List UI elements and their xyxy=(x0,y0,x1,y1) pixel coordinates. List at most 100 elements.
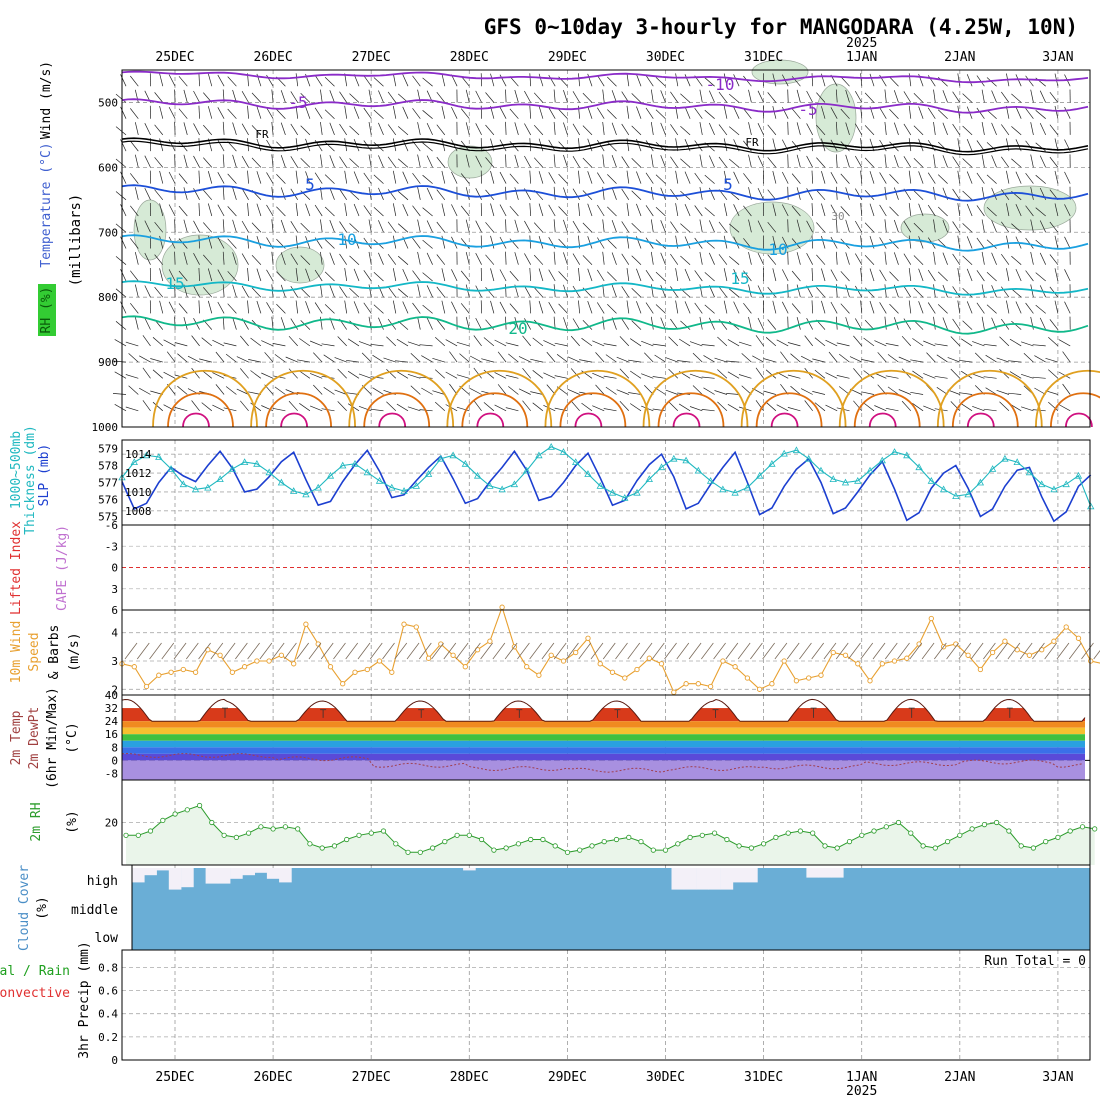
wind-barb xyxy=(991,220,997,233)
wind-barb xyxy=(864,319,875,330)
thickness-point xyxy=(1038,480,1046,488)
wind-barb xyxy=(154,157,164,168)
wind-barb xyxy=(999,336,1010,347)
thickness-point xyxy=(792,446,801,454)
wind-barb xyxy=(772,300,777,314)
wind-barb xyxy=(329,252,335,265)
wind-barb xyxy=(378,122,384,136)
slp-tick-label: 1008 xyxy=(125,505,152,518)
thickness-point xyxy=(1087,502,1095,510)
wind-barb xyxy=(582,157,593,168)
wind-barb xyxy=(587,268,593,282)
wind-barb xyxy=(217,236,225,249)
wind-barb xyxy=(1039,317,1047,330)
wind10m-barb xyxy=(333,642,346,660)
wind10m-point xyxy=(413,624,419,630)
wind-barb xyxy=(280,252,286,265)
wind-barb xyxy=(300,222,311,233)
wind-barb xyxy=(957,138,961,152)
wind-barb xyxy=(962,288,973,298)
wind-barb xyxy=(295,300,299,314)
wind-barb xyxy=(144,155,151,168)
wind-barb xyxy=(203,254,213,265)
wind-barb xyxy=(699,284,703,298)
wind-barb xyxy=(619,368,630,379)
wind-barb xyxy=(372,387,384,395)
wind-barb xyxy=(1025,75,1034,87)
wind-barb xyxy=(812,391,826,395)
wind-barb xyxy=(1048,401,1059,412)
wind-barb xyxy=(217,269,225,282)
wind-barb xyxy=(903,91,912,103)
wind-barb xyxy=(174,186,176,200)
temp-band xyxy=(122,740,1085,748)
wind-barb xyxy=(981,316,985,330)
wind-barb xyxy=(567,356,580,363)
wind10m-point xyxy=(401,621,407,627)
wind-barb xyxy=(926,352,936,363)
thickness-tick-label: 575 xyxy=(98,511,118,524)
wind-barb xyxy=(986,272,997,282)
thickness-point xyxy=(498,485,506,493)
wind10m-barb xyxy=(185,642,199,660)
wind-barb xyxy=(497,384,507,395)
thickness-point xyxy=(228,465,237,472)
wind-barb xyxy=(772,106,777,119)
contour-label: 15 xyxy=(730,269,749,288)
wind-barb xyxy=(650,251,654,265)
wind-barb xyxy=(1062,351,1071,363)
thickness-point xyxy=(339,461,347,469)
wind10m-point xyxy=(573,649,579,656)
wind-barb xyxy=(668,368,679,379)
wind-barb xyxy=(353,106,360,119)
wind10m-barb xyxy=(222,642,236,660)
wind-barb xyxy=(125,406,139,412)
wind-barb xyxy=(120,204,127,217)
wind-barb xyxy=(821,138,826,152)
temp-band xyxy=(122,760,1085,780)
wind-barb xyxy=(665,357,678,363)
wind-barb xyxy=(838,386,850,395)
wind-barb xyxy=(300,125,311,136)
wind-barb xyxy=(1039,90,1047,103)
wind-barb xyxy=(159,300,164,314)
thickness-tick-label: 579 xyxy=(98,443,118,456)
wind-barb xyxy=(981,89,985,103)
wind-barb xyxy=(966,74,973,87)
wind-barb xyxy=(1048,369,1059,379)
thickness-point xyxy=(240,458,249,465)
wind-barb xyxy=(529,267,532,282)
wind-barb xyxy=(300,287,311,298)
wind10m-point xyxy=(364,666,370,673)
wind-barb xyxy=(514,219,519,233)
wind-barb xyxy=(247,235,249,249)
wind-barb xyxy=(680,158,691,168)
wind10m-barb xyxy=(198,642,211,660)
wind10m-barb xyxy=(737,642,751,660)
high-cloud-gap xyxy=(181,868,194,888)
wind-barb xyxy=(241,91,249,103)
wind-barb xyxy=(811,73,814,87)
isotherm-low xyxy=(265,392,332,428)
wind-barb xyxy=(266,204,274,217)
wind-barb xyxy=(387,221,397,233)
wind-barb xyxy=(314,269,323,282)
wind10m-point xyxy=(732,664,738,670)
wind-barb xyxy=(748,284,752,298)
wind-barb xyxy=(893,219,899,233)
wind-barb xyxy=(854,155,863,168)
rh2m-point xyxy=(331,843,338,849)
wind-barb xyxy=(215,351,225,363)
wind-barb xyxy=(733,171,740,184)
wind-barb xyxy=(212,404,225,412)
wind-barb xyxy=(198,203,200,217)
wind-barb xyxy=(134,284,139,298)
wind-barb xyxy=(441,105,446,119)
wind10m-point xyxy=(278,652,285,658)
wind-barb xyxy=(236,388,249,395)
wind-barb xyxy=(558,206,568,217)
wind10m-barb xyxy=(627,642,641,660)
rh2m-point xyxy=(1043,838,1049,845)
wind-barb xyxy=(432,390,445,395)
wind-barb xyxy=(587,203,593,217)
